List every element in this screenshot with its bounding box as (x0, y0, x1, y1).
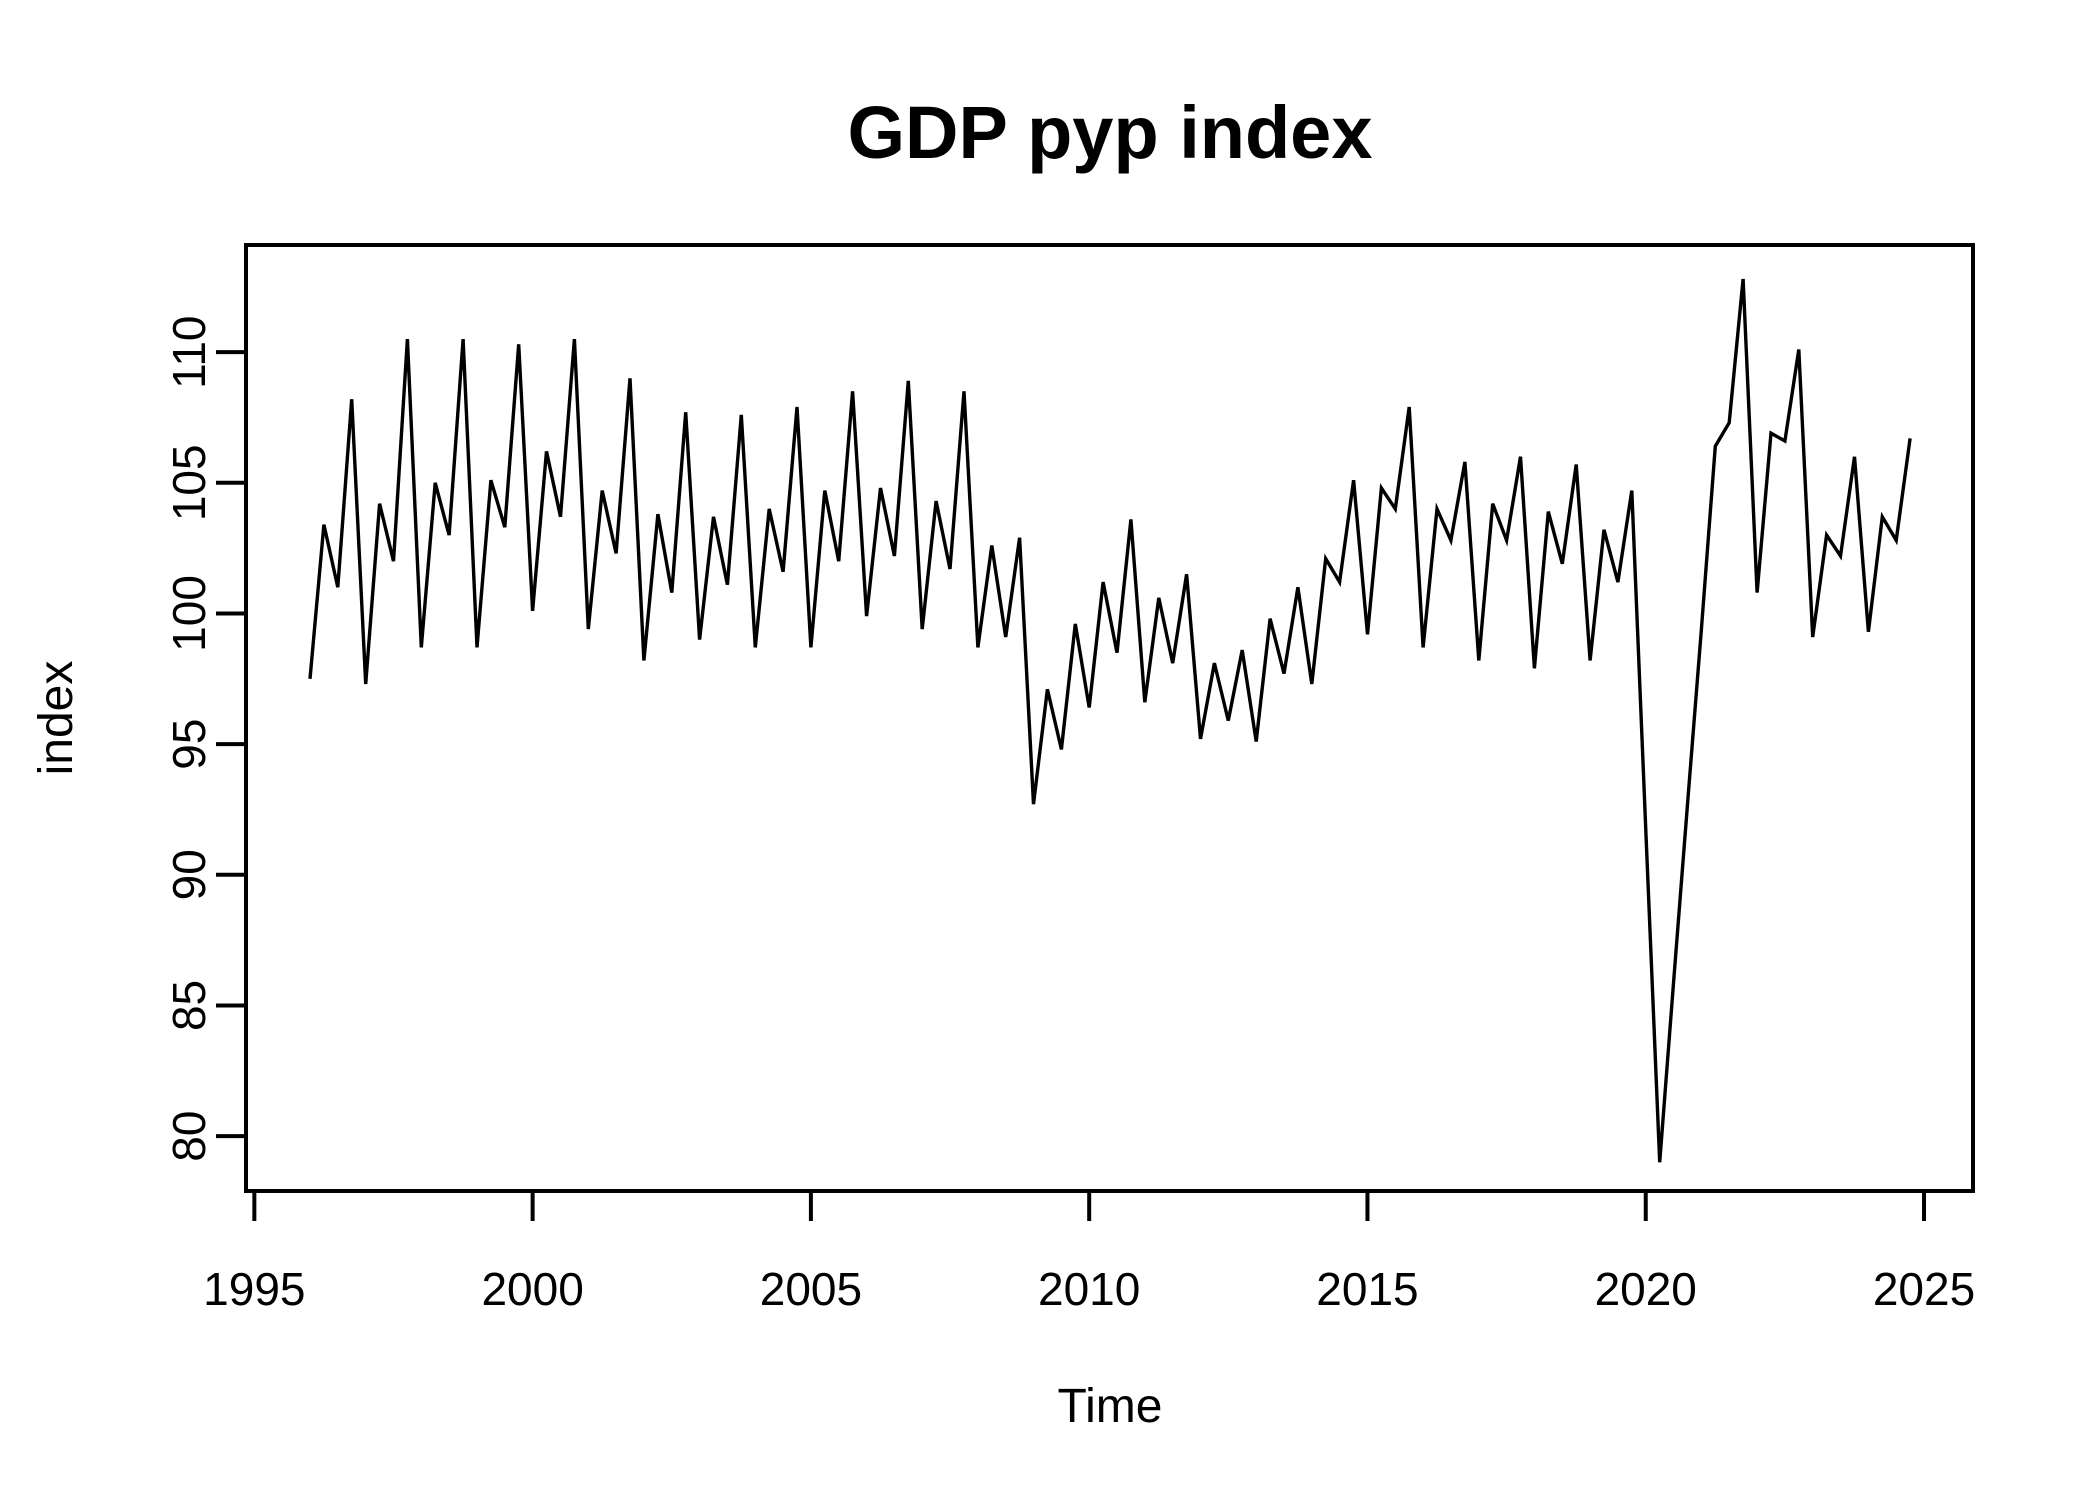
x-tick-label: 2005 (760, 1263, 862, 1315)
plot-border-box (244, 243, 1975, 1193)
x-tick-label: 2010 (1038, 1263, 1140, 1315)
y-tick-label: 95 (163, 719, 215, 770)
x-tick-label: 2025 (1873, 1263, 1975, 1315)
y-tick-label: 85 (163, 980, 215, 1031)
x-tick-label: 2015 (1316, 1263, 1418, 1315)
y-tick-label: 90 (163, 849, 215, 900)
x-axis-title: Time (1058, 1380, 1163, 1433)
x-tick-label: 2020 (1595, 1263, 1697, 1315)
x-tick-label: 1995 (203, 1263, 305, 1315)
chart-title: GDP pyp index (848, 91, 1373, 174)
x-tick-label: 2000 (481, 1263, 583, 1315)
y-tick-label: 105 (163, 444, 215, 521)
y-tick-label: 110 (163, 315, 215, 388)
y-tick-label: 100 (163, 575, 215, 652)
x-axis-ticks: 1995 2000 2005 2010 2015 2020 2025 (203, 1191, 1975, 1315)
y-tick-label: 80 (163, 1111, 215, 1162)
y-axis-ticks: 80 85 90 95 100 105 110 (163, 315, 246, 1162)
gdp-series-line (308, 278, 1912, 1163)
y-axis-title: index (30, 661, 83, 776)
